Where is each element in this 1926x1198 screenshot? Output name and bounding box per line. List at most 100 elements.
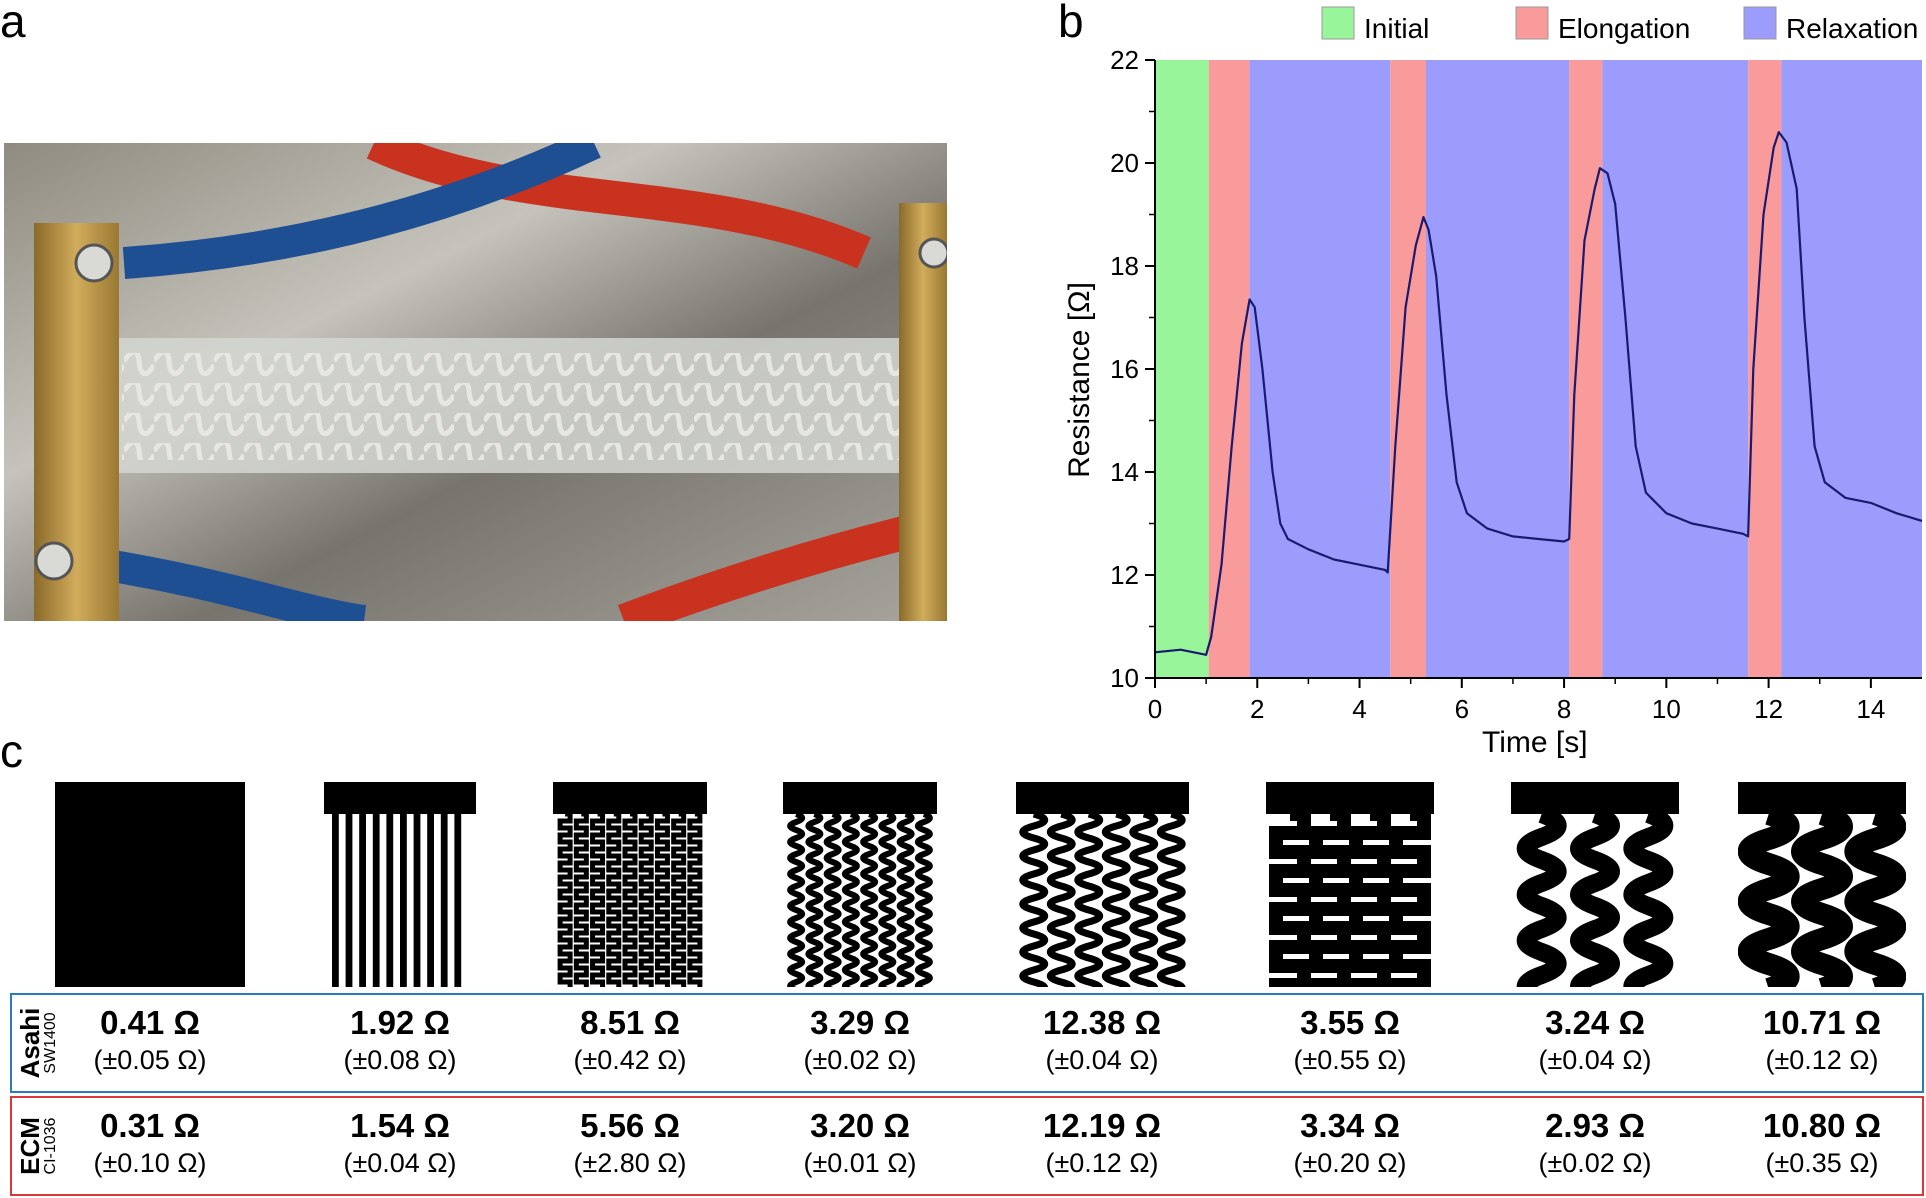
pattern-stripe xyxy=(332,814,339,987)
right-clamp xyxy=(899,203,947,621)
pattern-stripe xyxy=(345,814,353,987)
pattern-header-bar xyxy=(1015,782,1189,814)
value-cell: 10.71 Ω (±0.12 Ω) xyxy=(1722,1003,1922,1077)
x-axis-label: Time [s] xyxy=(1482,726,1588,759)
phase-band-elongation xyxy=(1569,60,1603,678)
pattern-trace xyxy=(622,811,638,987)
screw-icon xyxy=(918,237,947,269)
pattern-trace xyxy=(1623,805,1674,987)
y-tick-label: 16 xyxy=(1110,354,1139,384)
red-cable-top xyxy=(366,143,871,269)
x-tick-label: 4 xyxy=(1352,694,1366,724)
value-cell: 0.31 Ω (±0.10 Ω) xyxy=(50,1106,250,1180)
pattern-trace xyxy=(860,811,879,987)
pattern-trace xyxy=(573,811,589,987)
value-cell: 8.51 Ω (±0.42 Ω) xyxy=(530,1003,730,1077)
axes: 0 2 4 6 8 10 12 14 10 12 14 16 18 20 22 xyxy=(1110,45,1922,724)
sample-photo xyxy=(4,143,947,621)
value-cell: 2.93 Ω (±0.02 Ω) xyxy=(1495,1106,1695,1180)
resistance-value: 10.71 Ω xyxy=(1762,1004,1882,1041)
resistance-value: 0.41 Ω xyxy=(100,1004,200,1041)
x-tick-label: 2 xyxy=(1250,694,1264,724)
series-layer xyxy=(1154,131,1923,656)
legend-swatch-initial xyxy=(1321,6,1355,40)
pattern-image xyxy=(1511,782,1679,987)
pattern-trace xyxy=(1570,805,1620,987)
x-tick-label: 12 xyxy=(1754,694,1783,724)
pattern-traces xyxy=(1018,810,1186,987)
pattern-stripe xyxy=(372,814,380,987)
serpentine-pattern xyxy=(122,348,922,460)
legend-swatch-relaxation xyxy=(1743,6,1777,40)
pattern-trace xyxy=(805,811,824,987)
pattern-trace xyxy=(590,811,606,987)
pattern-traces xyxy=(332,814,462,987)
pattern-stripe xyxy=(386,814,394,987)
pattern-trace xyxy=(687,811,703,987)
x-tick-label: 10 xyxy=(1652,694,1681,724)
pattern-image xyxy=(553,782,707,987)
pattern-trace xyxy=(638,811,654,987)
resistance-value: 2.93 Ω xyxy=(1545,1107,1645,1144)
screw-icon xyxy=(34,541,74,581)
phase-band-relaxation xyxy=(1249,60,1391,678)
resistance-value: 3.20 Ω xyxy=(810,1107,910,1144)
pattern-header-bar xyxy=(553,782,707,814)
pattern-trace xyxy=(1844,803,1906,987)
resistance-value: 1.92 Ω xyxy=(350,1004,450,1041)
resistance-value: 3.29 Ω xyxy=(810,1004,910,1041)
resistance-value: 1.54 Ω xyxy=(350,1107,450,1144)
pattern-trace xyxy=(606,811,622,987)
row-name: Asahi xyxy=(15,1007,45,1079)
resistance-error: (±2.80 Ω) xyxy=(573,1148,687,1178)
phase-bands xyxy=(1155,60,1922,678)
pattern-trace xyxy=(841,811,860,987)
resistance-error: (±0.20 Ω) xyxy=(1293,1148,1407,1178)
resistance-value: 10.80 Ω xyxy=(1762,1107,1882,1144)
pattern-trace xyxy=(1791,803,1853,987)
resistance-value: 12.19 Ω xyxy=(1042,1107,1162,1144)
value-cell: 0.41 Ω (±0.05 Ω) xyxy=(50,1003,250,1077)
resistance-error: (±0.12 Ω) xyxy=(1765,1045,1879,1075)
y-tick-label: 20 xyxy=(1110,148,1139,178)
row-box-asahi xyxy=(10,993,1924,1093)
panel-label-a: a xyxy=(0,0,26,47)
value-cell: 5.56 Ω (±2.80 Ω) xyxy=(530,1106,730,1180)
pattern-trace xyxy=(557,811,573,987)
pattern-stripe xyxy=(359,814,366,987)
value-cell: 10.80 Ω (±0.35 Ω) xyxy=(1722,1106,1922,1180)
value-cell: 1.54 Ω (±0.04 Ω) xyxy=(300,1106,500,1180)
pattern-trace xyxy=(914,811,933,987)
pattern-image xyxy=(55,782,245,987)
resistance-error: (±0.02 Ω) xyxy=(803,1045,917,1075)
resistance-value: 3.55 Ω xyxy=(1300,1004,1400,1041)
screw-icon xyxy=(74,243,114,283)
resistance-error: (±0.04 Ω) xyxy=(343,1148,457,1178)
legend-swatch-elongation xyxy=(1515,6,1549,40)
series-line-resistance xyxy=(1154,131,1923,656)
pattern-trace xyxy=(1046,810,1076,987)
legend-label-elongation: Elongation xyxy=(1558,13,1690,44)
y-tick-label: 22 xyxy=(1110,45,1139,75)
pattern-trace xyxy=(654,811,670,987)
x-tick-label: 8 xyxy=(1557,694,1571,724)
pattern-stripe xyxy=(440,814,448,987)
pattern-traces xyxy=(787,811,933,987)
pattern-stripe xyxy=(454,814,462,987)
resistance-value: 8.51 Ω xyxy=(580,1004,680,1041)
pattern-trace xyxy=(671,811,687,987)
pattern-trace xyxy=(1128,810,1158,987)
pattern-image xyxy=(324,782,476,987)
pattern-traces xyxy=(1269,807,1431,987)
pattern-trace xyxy=(787,811,806,987)
resistance-value: 3.34 Ω xyxy=(1300,1107,1400,1144)
row-box-ecm xyxy=(10,1096,1924,1196)
blue-cable-bottom xyxy=(91,547,367,621)
pattern-trace xyxy=(1156,810,1186,987)
value-cell: 3.34 Ω (±0.20 Ω) xyxy=(1250,1106,1450,1180)
pattern-image xyxy=(783,782,937,987)
panel-label-b: b xyxy=(1058,0,1084,47)
pattern-traces xyxy=(1516,805,1674,987)
y-tick-label: 10 xyxy=(1110,663,1139,693)
resistance-error: (±0.04 Ω) xyxy=(1045,1045,1159,1075)
